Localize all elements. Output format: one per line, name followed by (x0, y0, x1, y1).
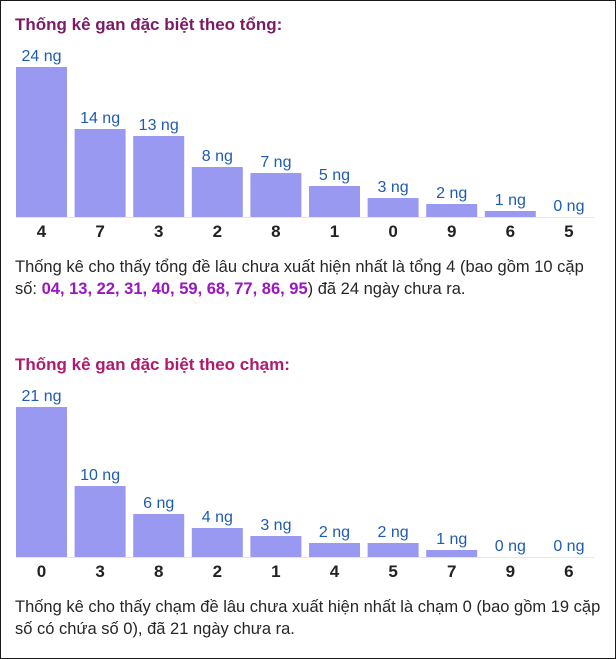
bar-tong-6 (484, 211, 536, 217)
bar-cham-5 (367, 543, 419, 557)
value-label-tong-4: 24 ng (21, 48, 61, 65)
value-label-cham-4: 2 ng (319, 524, 350, 541)
category-label-cham-4: 4 (330, 562, 340, 581)
category-label-cham-5: 5 (388, 562, 397, 581)
bar-cham-2 (191, 528, 243, 557)
category-label-tong-4: 4 (37, 222, 47, 241)
bar-tong-1 (309, 186, 360, 217)
category-label-cham-7: 7 (447, 562, 456, 581)
value-label-tong-6: 1 ng (495, 192, 526, 209)
category-label-tong-5: 5 (564, 222, 573, 241)
value-label-cham-3: 10 ng (80, 467, 120, 484)
value-label-cham-2: 4 ng (202, 509, 233, 526)
value-label-tong-1: 5 ng (319, 167, 350, 184)
summary-tong-text-before: Thống kê cho thấy tổng đề lâu chưa xuất … (15, 258, 584, 298)
value-label-tong-3: 13 ng (139, 117, 179, 134)
summary-cham: Thống kê cho thấy chạm đề lâu chưa xuất … (15, 598, 601, 638)
category-label-cham-8: 8 (154, 562, 163, 581)
value-label-cham-0: 21 ng (21, 388, 61, 405)
value-label-cham-5: 2 ng (378, 524, 409, 541)
bar-chart-cham: 21 ng 0 10 ng 3 6 ng 8 4 ng 2 3 ng 1 2 ng 4 2 ng 5 1 n… (16, 388, 594, 581)
category-label-tong-6: 6 (506, 222, 515, 241)
bar-tong-3 (133, 136, 185, 217)
category-label-cham-0: 0 (37, 562, 46, 581)
value-label-tong-0: 3 ng (378, 179, 409, 196)
value-label-tong-7: 14 ng (80, 110, 120, 127)
bar-cham-3 (74, 486, 126, 557)
value-label-tong-8: 7 ng (260, 154, 291, 171)
bar-tong-0 (367, 198, 419, 217)
section-title-tong: Thống kê gan đặc biệt theo tổng: (15, 15, 283, 34)
category-label-tong-1: 1 (330, 222, 339, 241)
summary-tong: Thống kê cho thấy tổng đề lâu chưa xuất … (15, 256, 605, 300)
bar-cham-0 (16, 407, 67, 557)
bar-tong-4 (16, 67, 67, 217)
category-label-tong-8: 8 (271, 222, 280, 241)
summary-tong-pairs: 04, 13, 22, 31, 40, 59, 68, 77, 86, 95 (41, 280, 308, 298)
value-label-tong-5: 0 ng (553, 198, 584, 215)
bar-cham-7 (426, 550, 478, 557)
category-label-tong-9: 9 (447, 222, 456, 241)
category-label-cham-6: 6 (564, 562, 573, 581)
category-label-cham-2: 2 (213, 562, 222, 581)
value-label-tong-2: 8 ng (202, 148, 233, 165)
bar-cham-4 (309, 543, 360, 557)
category-label-cham-1: 1 (271, 562, 280, 581)
value-label-cham-8: 6 ng (143, 495, 174, 512)
value-label-tong-9: 2 ng (436, 185, 467, 202)
bar-tong-7 (74, 129, 126, 217)
bar-tong-2 (191, 167, 243, 217)
category-label-cham-3: 3 (95, 562, 104, 581)
bar-cham-1 (250, 536, 302, 557)
category-label-tong-0: 0 (388, 222, 397, 241)
category-label-cham-9: 9 (506, 562, 515, 581)
value-label-cham-9: 0 ng (495, 538, 526, 555)
category-label-tong-3: 3 (154, 222, 163, 241)
value-label-cham-6: 0 ng (553, 538, 584, 555)
category-label-tong-7: 7 (95, 222, 104, 241)
bar-tong-9 (426, 204, 478, 217)
value-label-cham-7: 1 ng (436, 531, 467, 548)
category-label-tong-2: 2 (213, 222, 222, 241)
section-title-cham: Thống kê gan đặc biệt theo chạm: (15, 355, 290, 374)
value-label-cham-1: 3 ng (260, 517, 291, 534)
bar-cham-8 (133, 514, 185, 557)
summary-tong-text-after: ) đã 24 ngày chưa ra. (307, 280, 466, 298)
bar-tong-8 (250, 173, 302, 217)
